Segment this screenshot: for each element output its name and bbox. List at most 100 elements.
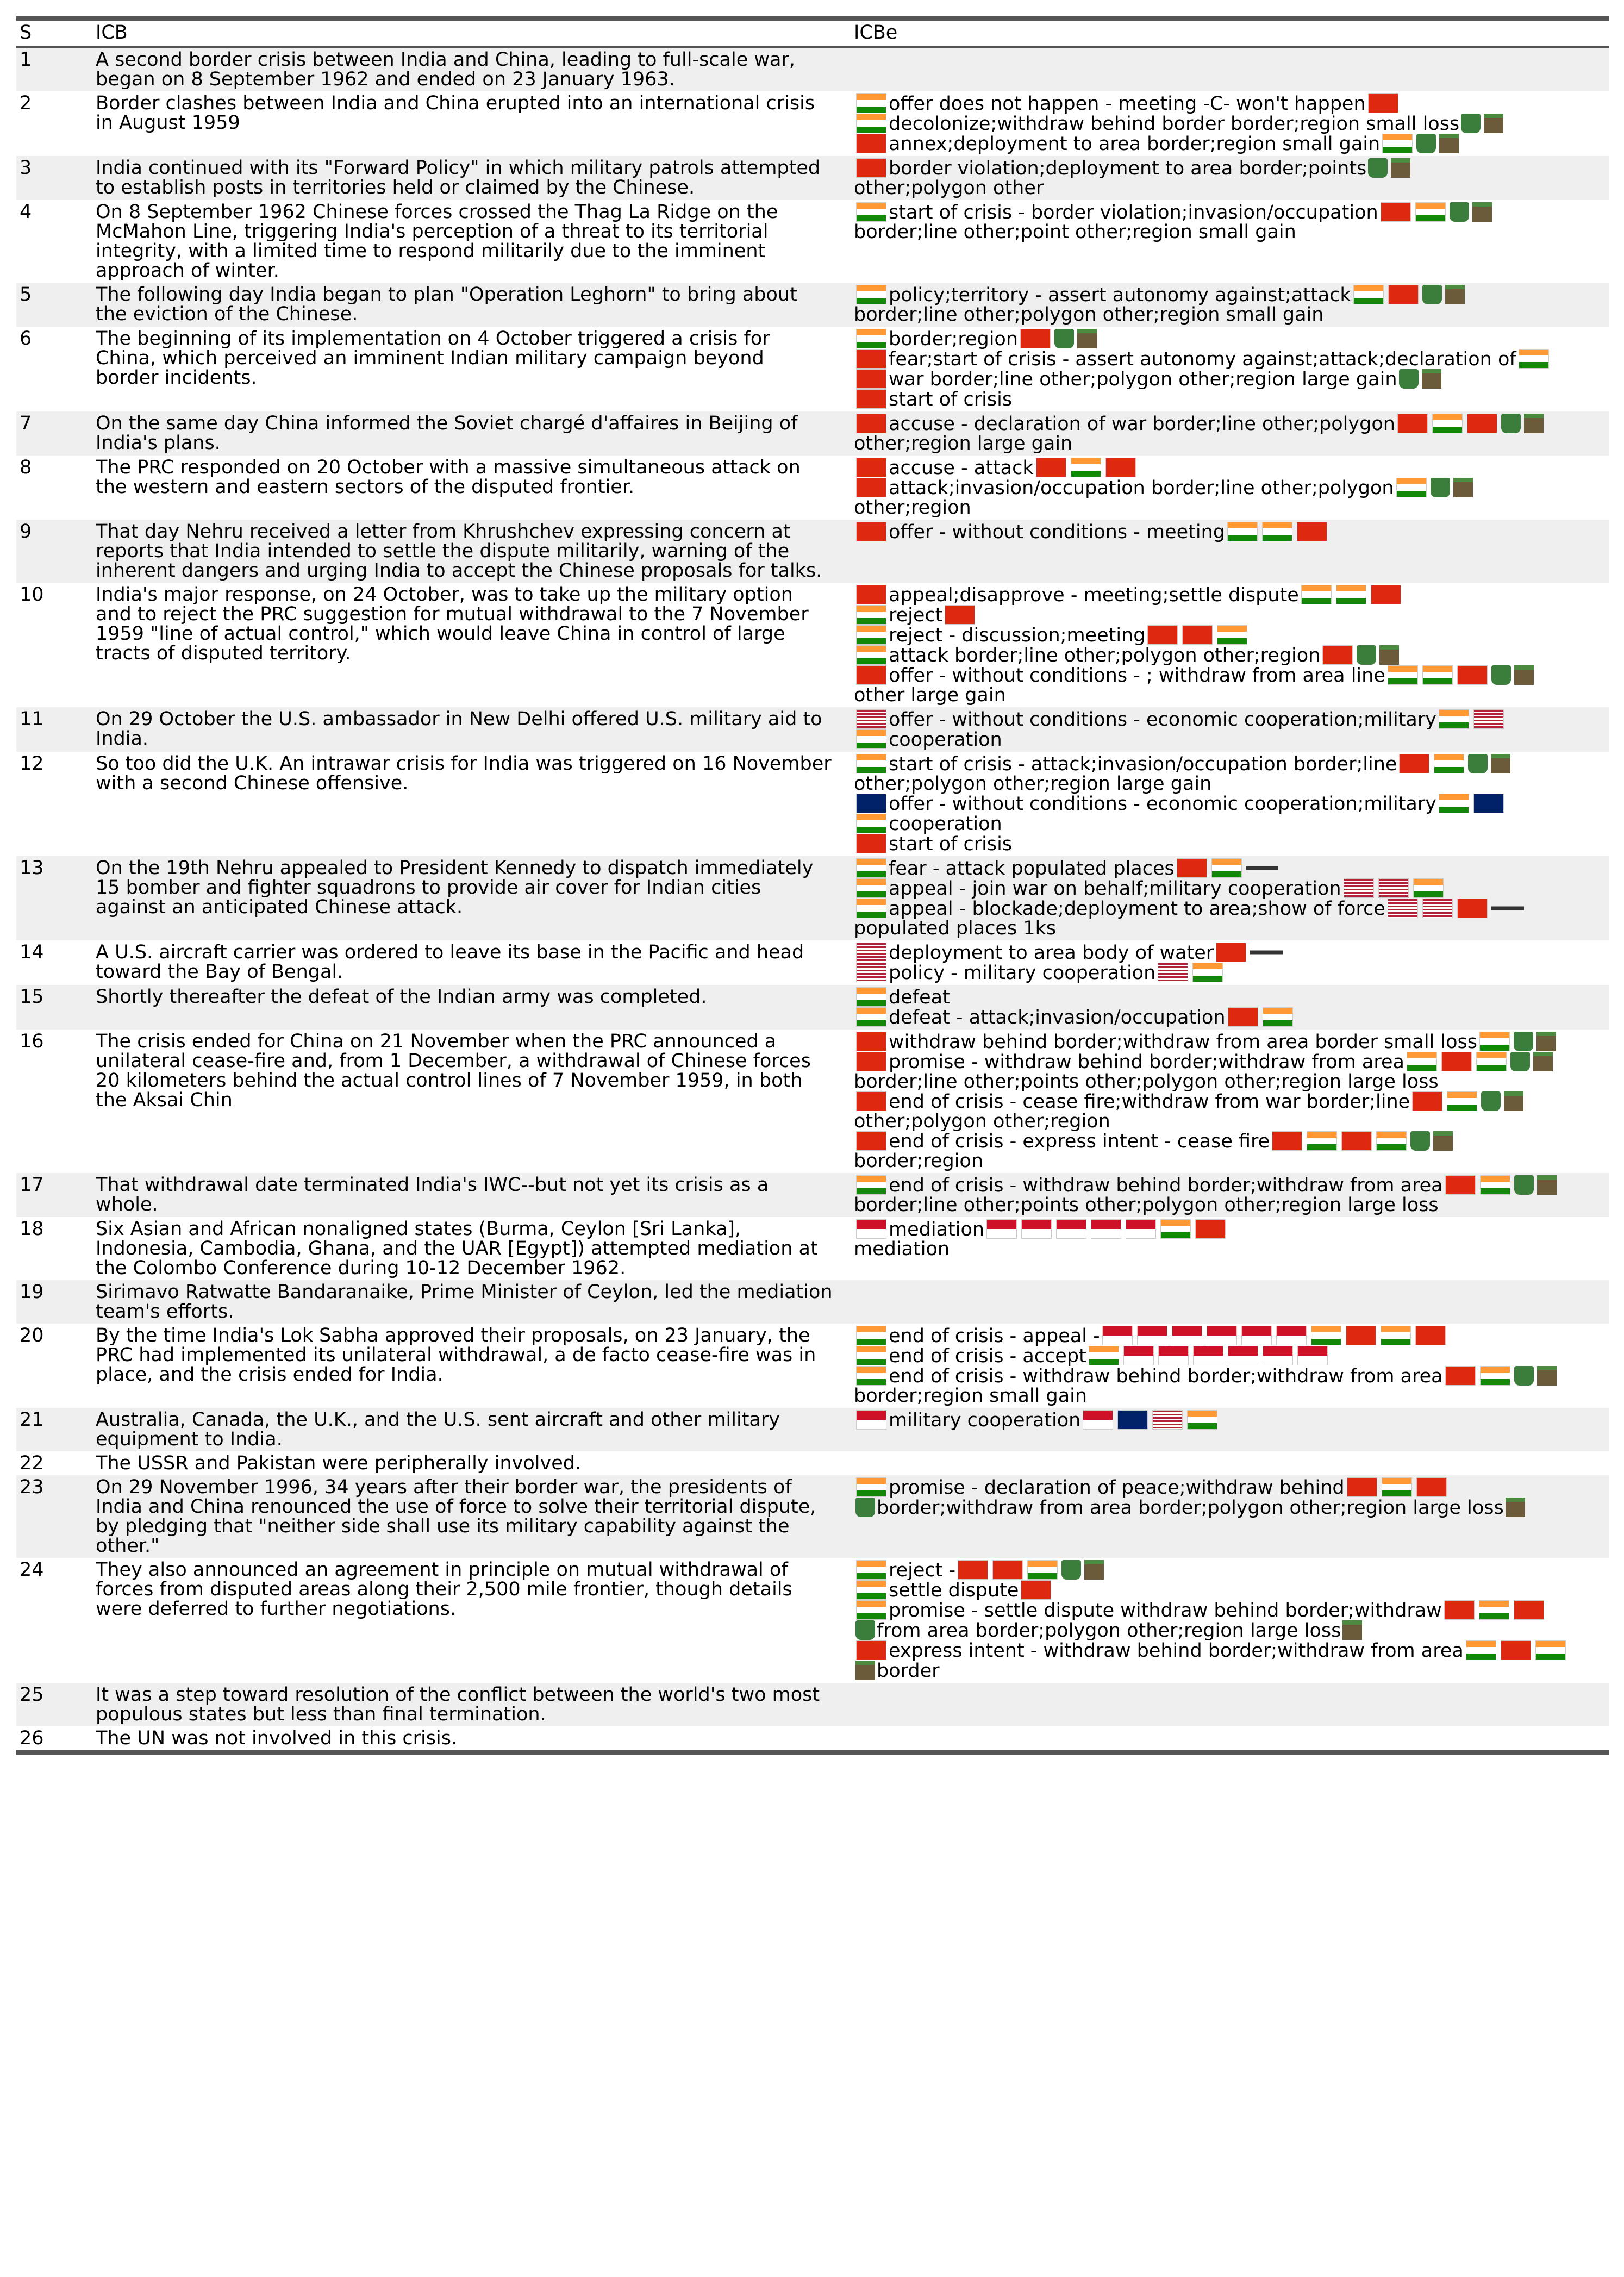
plane-icon xyxy=(1245,858,1278,878)
icbe-event-text: attack border;line other;polygon other;r… xyxy=(889,645,1321,665)
icb-text-line: A U.S. aircraft carrier was ordered to l… xyxy=(96,943,804,962)
icbe-event-text: border;line other;points other;polygon o… xyxy=(854,1072,1439,1091)
icb-text-line: the Aksai Chin xyxy=(96,1090,233,1110)
icb-text-line: began on 8 September 1962 and ended on 2… xyxy=(96,70,675,89)
table-row: 16 The crisis ended for China on 21 Novem… xyxy=(16,1030,1609,1173)
table-row: 12 So too did the U.K. An intrawar crisis… xyxy=(16,752,1609,856)
flag-icon xyxy=(1380,1326,1411,1345)
cell-icbe-events: military cooperation xyxy=(851,1408,1609,1451)
icbe-event-line: policy - military cooperation xyxy=(854,963,1606,983)
cell-sentence-number: 26 xyxy=(20,1727,44,1749)
icb-text-line: China, which perceived an imminent India… xyxy=(96,348,764,368)
army-icon xyxy=(855,1620,875,1640)
icbe-event-text: attack;invasion/occupation border;line o… xyxy=(889,478,1394,498)
land-icon xyxy=(1391,158,1411,178)
cell-icb-text: The following day India began to plan "O… xyxy=(92,283,851,327)
flag-icon xyxy=(1262,1346,1293,1365)
table-row: 3 India continued with its "Forward Polic… xyxy=(16,156,1609,200)
icbe-event-text: settle dispute xyxy=(889,1580,1019,1600)
cell-icb-text: Border clashes between India and China e… xyxy=(92,91,851,156)
icbe-event-line: offer - without conditions - economic co… xyxy=(854,709,1606,729)
header-row: S ICB ICBe xyxy=(16,18,1609,47)
cell-icb-text: The beginning of its implementation on 4… xyxy=(92,327,851,411)
flag-icon xyxy=(1478,1600,1509,1620)
icbe-event-line: attack;invasion/occupation border;line o… xyxy=(854,478,1606,498)
icb-text-line: inherent dangers and urging India to acc… xyxy=(96,561,822,581)
flag-icon xyxy=(856,522,886,541)
flag-icon xyxy=(856,458,886,477)
icbe-event-line: border;region xyxy=(854,329,1606,349)
flag-icon xyxy=(856,1580,886,1600)
flag-icon xyxy=(1382,134,1413,153)
cell-icbe-events xyxy=(851,1280,1609,1324)
flag-icon xyxy=(856,1175,886,1195)
flag-icon xyxy=(1091,1219,1122,1239)
cell-icb-text: The PRC responded on 20 October with a m… xyxy=(92,456,851,520)
army-icon xyxy=(1416,134,1436,153)
icbe-event-line: attack border;line other;polygon other;r… xyxy=(854,645,1606,665)
flag-icon xyxy=(856,878,886,898)
army-icon xyxy=(855,1498,875,1517)
cell-icb-text: A second border crisis between India and… xyxy=(92,47,851,91)
flag-icon xyxy=(1376,1131,1407,1151)
icbe-event-line: policy;territory - assert autonomy again… xyxy=(854,285,1606,305)
icb-text-line: forces from disputed areas along their 2… xyxy=(96,1580,792,1599)
flag-icon xyxy=(945,605,976,625)
cell-icbe-events: accuse - attack attack;invasion/occupatio… xyxy=(851,456,1609,520)
icbe-event-line: appeal;disapprove - meeting;settle dispu… xyxy=(854,585,1606,605)
cell-sentence-number: 4 xyxy=(20,201,32,223)
cell-sentence-number: 8 xyxy=(20,457,32,478)
icb-text-line: place, and the crisis ended for India. xyxy=(96,1365,444,1384)
flag-icon xyxy=(856,1032,886,1051)
flag-icon xyxy=(1479,1175,1510,1195)
icbe-event-line: mediation xyxy=(854,1219,1606,1239)
icb-text-line: McMahon Line, triggering India's percept… xyxy=(96,222,769,241)
flag-icon xyxy=(1406,1052,1437,1071)
flag-icon xyxy=(1020,329,1051,348)
flag-icon xyxy=(856,134,886,153)
icbe-event-line: start of crisis xyxy=(854,389,1606,409)
cell-icb-text: Sirimavo Ratwatte Bandaranaike, Prime Mi… xyxy=(92,1280,851,1324)
icbe-event-text: offer - without conditions - meeting xyxy=(889,522,1225,542)
flag-icon xyxy=(856,605,886,625)
flag-icon xyxy=(856,389,886,409)
icbe-event-line: border;region xyxy=(854,1151,1606,1171)
flag-icon xyxy=(1465,1640,1496,1660)
flag-icon xyxy=(1341,1131,1372,1151)
icbe-event-line: offer - without conditions - meeting xyxy=(854,522,1606,542)
icbe-event-text: reject - xyxy=(889,1560,956,1580)
icbe-event-text: mediation xyxy=(889,1219,985,1239)
icbe-event-text: offer - without conditions - economic co… xyxy=(889,709,1436,729)
table-row: 25 It was a step toward resolution of the… xyxy=(16,1683,1609,1726)
icbe-event-text: other;region large gain xyxy=(854,434,1073,453)
icb-text-line: were deferred to further negotiations. xyxy=(96,1599,457,1619)
icb-text-line: Sirimavo Ratwatte Bandaranaike, Prime Mi… xyxy=(96,1282,833,1302)
icbe-event-line: offer does not happen - meeting -C- won'… xyxy=(854,93,1606,114)
icbe-event-line: war border;line other;polygon other;regi… xyxy=(854,369,1606,389)
table-row: 1 A second border crisis between India an… xyxy=(16,47,1609,91)
icbe-event-text: policy;territory - assert autonomy again… xyxy=(889,285,1351,305)
cell-sentence-number: 17 xyxy=(20,1174,44,1196)
army-icon xyxy=(1514,1366,1534,1386)
icb-text-line: reports that India intended to settle th… xyxy=(96,541,790,561)
table-row: 7 On the same day China informed the Sovi… xyxy=(16,411,1609,456)
flag-icon xyxy=(1088,1346,1119,1365)
land-icon xyxy=(1342,1620,1363,1640)
cell-icb-text: A U.S. aircraft carrier was ordered to l… xyxy=(92,940,851,985)
flag-icon xyxy=(1241,1326,1272,1345)
icbe-event-text: end of crisis - accept xyxy=(889,1346,1086,1366)
flag-icon xyxy=(856,369,886,389)
flag-icon xyxy=(856,754,886,773)
flag-icon xyxy=(856,625,886,645)
land-icon xyxy=(1472,202,1492,222)
icb-text-line: PRC had implemented its unilateral withd… xyxy=(96,1345,816,1365)
land-icon xyxy=(1533,1052,1553,1071)
army-icon xyxy=(1368,158,1388,178)
cell-icb-text: India's major response, on 24 October, w… xyxy=(92,583,851,707)
table-row: 2 Border clashes between India and China … xyxy=(16,91,1609,156)
flag-icon xyxy=(1432,414,1463,433)
cell-icbe-events xyxy=(851,47,1609,91)
flag-icon xyxy=(1216,943,1247,962)
flag-icon xyxy=(856,158,886,178)
icbe-event-text: accuse - declaration of war border;line … xyxy=(889,414,1395,434)
